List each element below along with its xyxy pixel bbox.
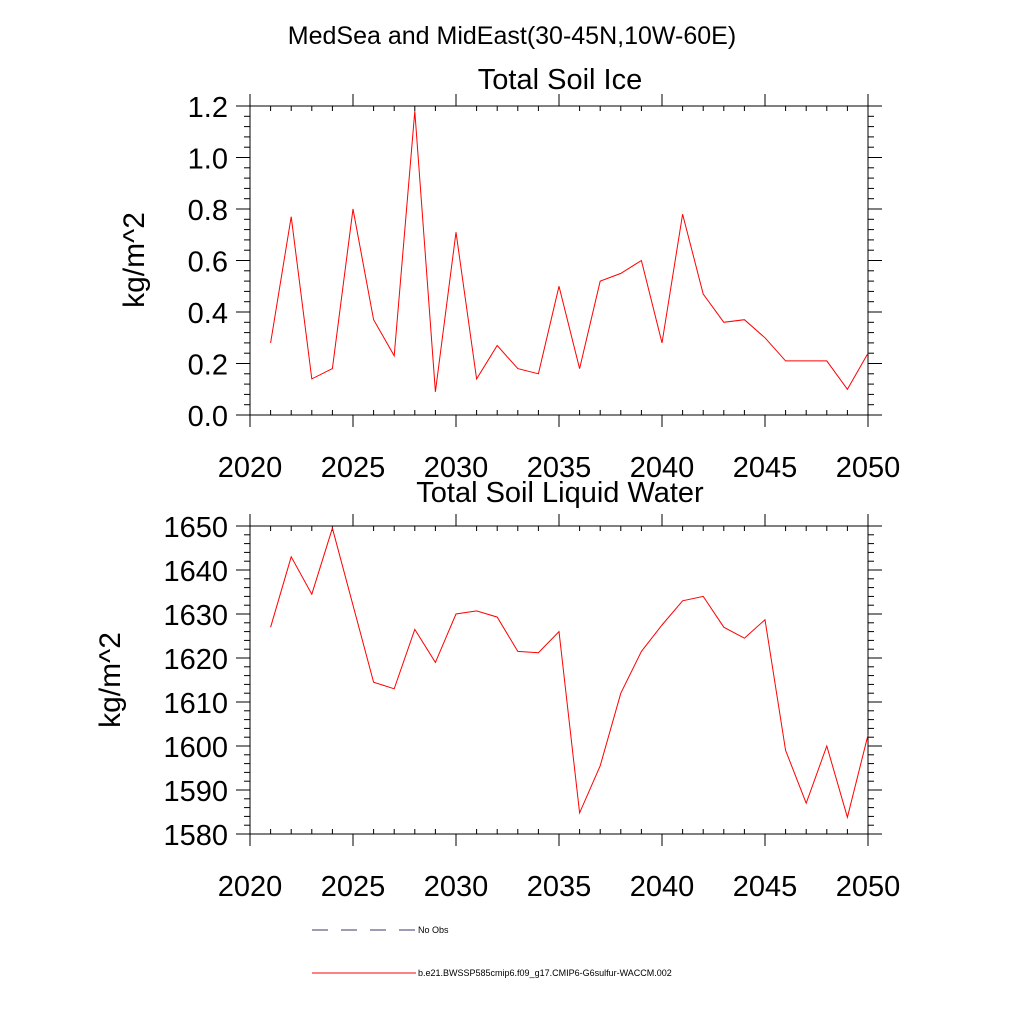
x-tick-label: 2025 — [321, 452, 386, 484]
y-tick-label: 1650 — [163, 512, 228, 544]
y-tick-label: 0.6 — [188, 247, 228, 279]
x-tick-label: 2025 — [321, 871, 386, 903]
y-tick-label: 1.0 — [188, 144, 228, 176]
y-tick-label: 0.4 — [188, 298, 228, 330]
series-line — [270, 526, 869, 820]
x-tick-label: 2030 — [424, 452, 489, 484]
chart-total-soil-liquid-water: Total Soil Liquid Water kg/m^2 2020 2025 2… — [94, 477, 900, 903]
legend: No Obs b.e21.BWSSP585cmip6.f09_g17.CMIP6… — [312, 925, 672, 978]
plot-frame — [249, 525, 869, 835]
y-tick-label: 1630 — [163, 600, 228, 632]
y-tick-label: 0.2 — [188, 350, 228, 382]
chart-title: Total Soil Liquid Water — [416, 477, 704, 509]
plot-frame — [249, 105, 869, 416]
x-tick-label: 2040 — [630, 452, 695, 484]
chart-total-soil-ice: Total Soil Ice kg/m^2 2020 2025 2030 2035 20… — [118, 64, 900, 484]
figure-title: MedSea and MidEast(30-45N,10W-60E) — [288, 22, 736, 50]
legend-label-no-obs: No Obs — [418, 925, 449, 935]
x-tick-label: 2040 — [630, 871, 695, 903]
y-tick-label: 0.0 — [188, 401, 228, 433]
y-tick-label: 1.2 — [188, 92, 228, 124]
y-tick-label: 1620 — [163, 644, 228, 676]
legend-label-series: b.e21.BWSSP585cmip6.f09_g17.CMIP6-G6sulf… — [418, 968, 672, 978]
x-tick-label: 2050 — [836, 452, 901, 484]
x-tick-label: 2020 — [218, 452, 283, 484]
y-tick-label: 1600 — [163, 732, 228, 764]
y-tick-label: 1610 — [163, 688, 228, 720]
y-axis-label: kg/m^2 — [94, 632, 127, 728]
x-tick-label: 2050 — [836, 871, 901, 903]
chart-title: Total Soil Ice — [478, 64, 642, 96]
x-tick-label: 2020 — [218, 871, 283, 903]
y-tick-label: 1590 — [163, 776, 228, 808]
x-tick-label: 2045 — [733, 871, 798, 903]
y-axis-label: kg/m^2 — [118, 212, 151, 308]
series-line — [270, 111, 869, 392]
y-tick-label: 1580 — [163, 820, 228, 852]
x-tick-label: 2045 — [733, 452, 798, 484]
x-tick-label: 2035 — [527, 871, 592, 903]
x-tick-label: 2030 — [424, 871, 489, 903]
y-tick-label: 0.8 — [188, 195, 228, 227]
y-tick-label: 1640 — [163, 556, 228, 588]
x-tick-label: 2035 — [527, 452, 592, 484]
